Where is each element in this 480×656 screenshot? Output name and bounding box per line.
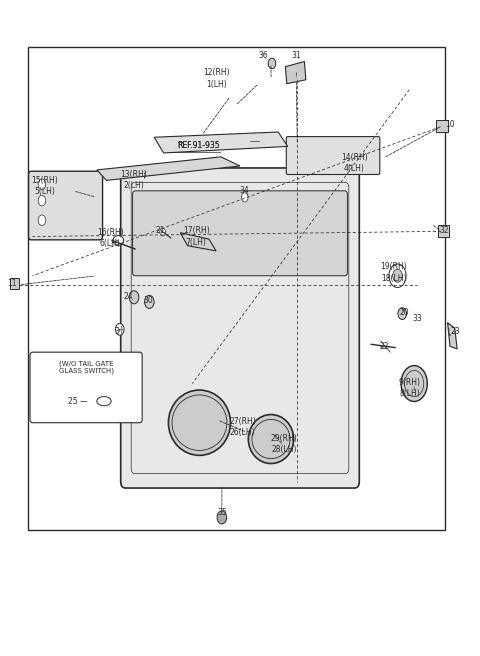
Text: 3: 3 bbox=[114, 327, 120, 336]
Text: 32: 32 bbox=[439, 226, 449, 234]
Text: 14(RH)
4(LH): 14(RH) 4(LH) bbox=[341, 153, 368, 173]
Text: 31: 31 bbox=[291, 51, 301, 60]
Circle shape bbox=[241, 193, 248, 202]
Text: 34: 34 bbox=[240, 186, 250, 195]
Text: 24: 24 bbox=[123, 292, 132, 301]
FancyBboxPatch shape bbox=[120, 168, 360, 488]
Circle shape bbox=[160, 228, 166, 236]
Text: 9(RH)
8(LH): 9(RH) 8(LH) bbox=[398, 378, 420, 398]
Circle shape bbox=[38, 215, 46, 226]
Text: REF.91-935: REF.91-935 bbox=[177, 140, 220, 150]
Circle shape bbox=[398, 308, 407, 319]
FancyBboxPatch shape bbox=[29, 171, 103, 240]
Circle shape bbox=[116, 323, 124, 335]
Text: 23: 23 bbox=[451, 327, 460, 336]
Ellipse shape bbox=[113, 236, 123, 245]
Circle shape bbox=[389, 264, 406, 287]
Circle shape bbox=[144, 295, 154, 308]
Text: 29(RH)
28(LH): 29(RH) 28(LH) bbox=[271, 434, 297, 455]
Text: 17(RH)
7(LH): 17(RH) 7(LH) bbox=[183, 226, 209, 247]
Ellipse shape bbox=[168, 390, 230, 455]
Text: 12(RH)
1(LH): 12(RH) 1(LH) bbox=[203, 68, 229, 89]
Circle shape bbox=[268, 58, 276, 69]
Circle shape bbox=[38, 195, 46, 206]
Circle shape bbox=[38, 179, 46, 190]
Text: 22: 22 bbox=[379, 342, 389, 351]
Text: 13(RH)
2(LH): 13(RH) 2(LH) bbox=[120, 171, 147, 190]
Text: REF.91-935: REF.91-935 bbox=[177, 140, 220, 150]
Ellipse shape bbox=[248, 415, 294, 464]
Text: (W/O TAIL GATE
GLASS SWITCH): (W/O TAIL GATE GLASS SWITCH) bbox=[59, 360, 114, 374]
Text: 19(RH)
18(LH): 19(RH) 18(LH) bbox=[380, 262, 407, 283]
Text: 20: 20 bbox=[400, 308, 409, 317]
Ellipse shape bbox=[97, 397, 111, 405]
Circle shape bbox=[217, 511, 227, 524]
Circle shape bbox=[129, 291, 139, 304]
Bar bbox=[28, 47, 445, 531]
Text: 30: 30 bbox=[144, 296, 153, 305]
Polygon shape bbox=[447, 323, 457, 349]
Text: 33: 33 bbox=[413, 314, 422, 323]
Polygon shape bbox=[285, 62, 306, 84]
Text: 21: 21 bbox=[156, 226, 165, 234]
Text: 15(RH)
5(LH): 15(RH) 5(LH) bbox=[31, 176, 58, 195]
FancyBboxPatch shape bbox=[30, 352, 142, 422]
Bar bbox=[10, 278, 19, 289]
Bar bbox=[438, 225, 448, 237]
Ellipse shape bbox=[401, 365, 427, 401]
Polygon shape bbox=[97, 157, 240, 180]
Text: 36: 36 bbox=[258, 51, 268, 60]
Polygon shape bbox=[154, 132, 288, 153]
Text: 25 —: 25 — bbox=[68, 397, 88, 405]
FancyBboxPatch shape bbox=[132, 191, 348, 276]
Text: 16(RH)
6(LH): 16(RH) 6(LH) bbox=[97, 228, 123, 248]
Text: 27(RH)
26(LH): 27(RH) 26(LH) bbox=[229, 417, 256, 438]
Text: 35: 35 bbox=[217, 508, 227, 517]
Text: 10: 10 bbox=[445, 119, 455, 129]
Text: 11: 11 bbox=[7, 279, 17, 288]
Bar bbox=[436, 120, 447, 132]
FancyBboxPatch shape bbox=[286, 136, 380, 174]
Polygon shape bbox=[180, 233, 216, 251]
Circle shape bbox=[393, 269, 402, 282]
